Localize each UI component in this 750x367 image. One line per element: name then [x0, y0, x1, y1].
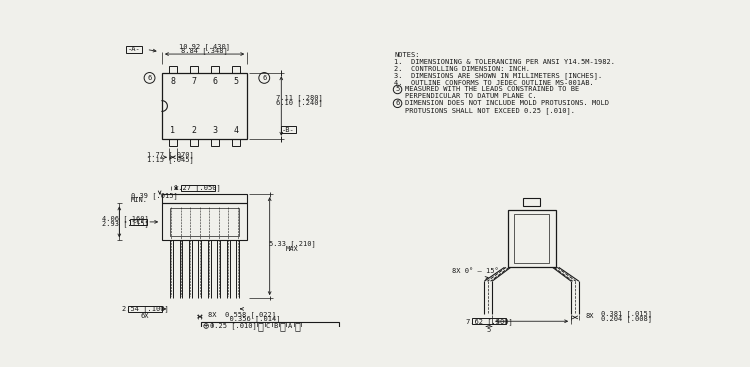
Bar [472, 318, 506, 324]
Text: 1.15 [.045]: 1.15 [.045] [147, 156, 194, 163]
Bar [211, 139, 219, 146]
Text: 0.25 [.010]: 0.25 [.010] [210, 323, 256, 329]
Text: NOTES:: NOTES: [394, 52, 420, 58]
Text: 0.204 [.008]: 0.204 [.008] [601, 316, 652, 322]
Text: 5.33 [.210]: 5.33 [.210] [268, 240, 316, 247]
Text: 6: 6 [148, 75, 152, 81]
Text: -B-: -B- [282, 127, 295, 132]
Text: MAX: MAX [286, 246, 298, 252]
Text: 5: 5 [487, 327, 491, 334]
Text: MEASURED WITH THE LEADS CONSTRAINED TO BE: MEASURED WITH THE LEADS CONSTRAINED TO B… [405, 87, 580, 92]
Text: 10.92 [.430]: 10.92 [.430] [179, 44, 230, 51]
Text: 0.381 [.015]: 0.381 [.015] [601, 310, 652, 317]
Text: 7.11 [.280]: 7.11 [.280] [276, 94, 322, 101]
Text: 6: 6 [395, 100, 400, 106]
Text: 2.  CONTROLLING DIMENSION: INCH.: 2. CONTROLLING DIMENSION: INCH. [394, 66, 530, 72]
Bar [190, 66, 198, 73]
Bar [190, 139, 198, 146]
Text: 7.62 [.300]: 7.62 [.300] [466, 318, 512, 325]
Bar [162, 73, 248, 139]
Text: 8X 0° – 15°: 8X 0° – 15° [452, 268, 499, 274]
Text: 2.93 [.115]: 2.93 [.115] [101, 220, 148, 227]
Bar [280, 126, 296, 132]
Bar [126, 46, 142, 52]
Bar [523, 198, 540, 206]
Text: Ⓢ: Ⓢ [279, 321, 285, 331]
Text: -A-: -A- [128, 47, 140, 52]
Text: PERPENDICULAR TO DATUM PLANE C.: PERPENDICULAR TO DATUM PLANE C. [405, 93, 537, 99]
Bar [162, 203, 248, 240]
Bar [181, 185, 215, 191]
Bar [211, 66, 219, 73]
Text: C: C [266, 323, 270, 329]
Text: 5: 5 [395, 87, 400, 92]
Text: 5: 5 [234, 77, 238, 86]
Text: ⊕: ⊕ [203, 321, 209, 331]
Text: 1.77 [.070]: 1.77 [.070] [147, 152, 194, 158]
Text: 6: 6 [213, 77, 217, 86]
Text: 1.27 [.050]: 1.27 [.050] [175, 185, 221, 192]
Bar [514, 214, 550, 263]
Text: 3.  DIMENSIONS ARE SHOWN IN MILLIMETERS [INCHES].: 3. DIMENSIONS ARE SHOWN IN MILLIMETERS [… [394, 72, 603, 79]
Text: 0.356 [.014]: 0.356 [.014] [204, 316, 280, 322]
Text: 4.  OUTLINE CONFORMS TO JEDEC OUTLINE MS-001AB.: 4. OUTLINE CONFORMS TO JEDEC OUTLINE MS-… [394, 80, 594, 86]
Bar [169, 66, 177, 73]
Text: 8.84 [.348]: 8.84 [.348] [182, 48, 228, 54]
Bar [232, 139, 240, 146]
Bar [169, 139, 177, 146]
Bar [170, 208, 239, 236]
Bar [162, 194, 248, 203]
Text: A: A [288, 323, 292, 329]
Text: 3: 3 [213, 126, 217, 135]
Text: B: B [273, 323, 278, 329]
Text: 2: 2 [191, 126, 196, 135]
Text: 0.39 [.015]: 0.39 [.015] [131, 192, 178, 199]
Text: 6X: 6X [141, 313, 149, 319]
Text: 6.10 [.240]: 6.10 [.240] [276, 99, 322, 106]
Bar [128, 306, 162, 312]
Text: 1.  DIMENSIONING & TOLERANCING PER ANSI Y14.5M-1982.: 1. DIMENSIONING & TOLERANCING PER ANSI Y… [394, 59, 616, 65]
Text: MIN.: MIN. [131, 197, 148, 203]
Text: 8X  0.558 [.022]: 8X 0.558 [.022] [209, 311, 277, 318]
Text: Ⓢ: Ⓢ [295, 321, 301, 331]
Text: -C-: -C- [132, 219, 145, 225]
Bar [508, 210, 556, 267]
Text: PROTUSIONS SHALL NOT EXCEED 0.25 [.010].: PROTUSIONS SHALL NOT EXCEED 0.25 [.010]. [405, 107, 575, 114]
Text: 1: 1 [170, 126, 176, 135]
Text: 7: 7 [191, 77, 196, 86]
Text: 4.06 [.160]: 4.06 [.160] [101, 215, 148, 222]
Bar [201, 321, 339, 330]
Text: 8X: 8X [585, 313, 593, 319]
Text: DIMENSION DOES NOT INCLUDE MOLD PROTUSIONS. MOLD: DIMENSION DOES NOT INCLUDE MOLD PROTUSIO… [405, 100, 609, 106]
Bar [130, 219, 147, 225]
Text: 6: 6 [262, 75, 266, 81]
Text: 8: 8 [170, 77, 176, 86]
Text: Ⓜ: Ⓜ [257, 321, 263, 331]
Text: 4: 4 [234, 126, 238, 135]
Text: 2.54 [.100]: 2.54 [.100] [122, 306, 168, 312]
Bar [232, 66, 240, 73]
